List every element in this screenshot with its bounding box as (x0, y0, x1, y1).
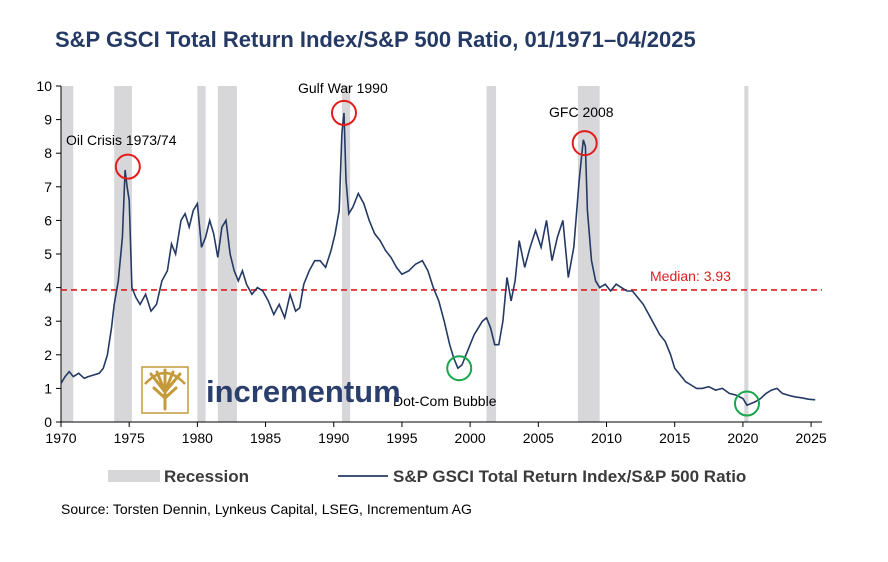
chart-title: S&P GSCI Total Return Index/S&P 500 Rati… (55, 27, 696, 52)
recession-band-6 (577, 86, 600, 422)
y-tick-label-9: 9 (44, 112, 52, 128)
y-tick-label-1: 1 (44, 380, 52, 396)
y-tick-label-6: 6 (44, 212, 52, 228)
legend-recession-label: Recession (164, 467, 249, 486)
annotation-dot-com: Dot-Com Bubble (393, 393, 497, 409)
legend: Recession S&P GSCI Total Return Index/S&… (108, 467, 746, 486)
x-tick-label-1: 1975 (114, 430, 145, 446)
x-tick-label-6: 2000 (455, 430, 486, 446)
y-tick-label-8: 8 (44, 145, 52, 161)
recession-bands (61, 86, 749, 422)
annotation-gulf-war: Gulf War 1990 (298, 80, 388, 96)
tree-logo-icon (141, 366, 189, 414)
x-tick-label-8: 2010 (591, 430, 622, 446)
x-tick-label-11: 2025 (796, 430, 827, 446)
annotations: Oil Crisis 1973/74 Gulf War 1990 GFC 200… (66, 80, 614, 409)
source-note: Source: Torsten Dennin, Lynkeus Capital,… (61, 501, 472, 517)
legend-recession-swatch (108, 470, 160, 482)
annotation-circle-3 (446, 355, 473, 382)
y-tick-label-10: 10 (36, 78, 52, 94)
y-tick-label-3: 3 (44, 313, 52, 329)
annotation-circle-2 (571, 130, 598, 157)
x-tick-label-5: 1995 (386, 430, 417, 446)
y-tick-label-2: 2 (44, 347, 52, 363)
annotation-gfc: GFC 2008 (549, 104, 614, 120)
annotation-oil-crisis: Oil Crisis 1973/74 (66, 132, 177, 148)
annotation-circle-1 (330, 99, 357, 126)
ratio-series-line (60, 112, 816, 407)
median-label: Median: 3.93 (650, 268, 731, 284)
x-tick-label-9: 2015 (659, 430, 690, 446)
recession-band-5 (486, 86, 497, 422)
x-tick-label-4: 1990 (318, 430, 349, 446)
y-tick-label-5: 5 (44, 246, 52, 262)
y-tick-label-7: 7 (44, 179, 52, 195)
x-tick-label-3: 1985 (250, 430, 281, 446)
x-tick-label-7: 2005 (523, 430, 554, 446)
recession-band-0 (61, 86, 74, 422)
recession-band-3 (217, 86, 237, 422)
annotation-markers (114, 99, 760, 417)
legend-series-label: S&P GSCI Total Return Index/S&P 500 Rati… (393, 467, 746, 486)
y-tick-label-0: 0 (44, 414, 52, 430)
recession-band-7 (744, 86, 749, 422)
y-tick-label-4: 4 (44, 280, 52, 296)
x-tick-label-10: 2020 (727, 430, 758, 446)
recession-band-1 (114, 86, 132, 422)
incrementum-logo: incrementum (141, 366, 401, 414)
logo-wordmark: incrementum (206, 374, 401, 409)
annotation-circle-4 (733, 390, 760, 417)
x-tick-label-0: 1970 (45, 430, 76, 446)
axes: 0 1 2 3 4 5 6 7 8 9 10 1970 1975 1980 1985 1990 1995 2000… (36, 78, 826, 446)
annotation-circle-0 (114, 153, 141, 180)
x-tick-label-2: 1980 (182, 430, 213, 446)
recession-band-4 (341, 86, 351, 422)
recession-band-2 (197, 86, 206, 422)
